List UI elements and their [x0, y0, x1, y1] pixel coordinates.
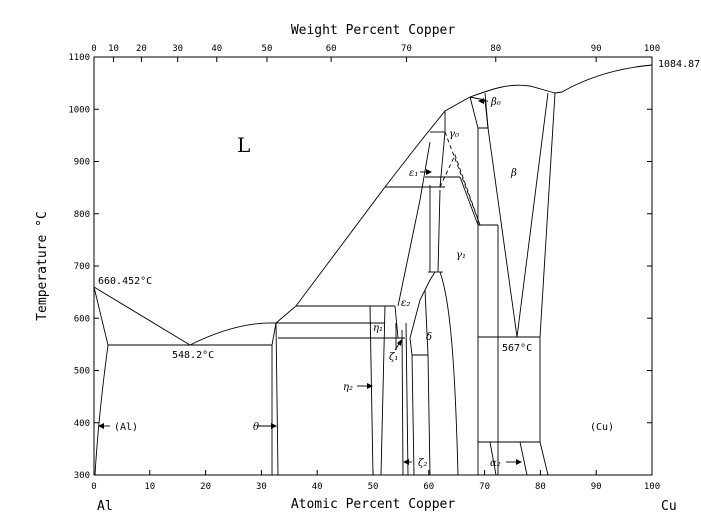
phase-eta1-label: η₁: [373, 323, 383, 334]
al-melting-label: 660.452°C: [98, 276, 152, 287]
eutectoid-label: 567°C: [502, 343, 532, 354]
element-left-label: Al: [97, 499, 113, 514]
left-tick-label: 1100: [68, 53, 90, 63]
phase-gamma1-label: γ₁: [456, 250, 466, 261]
top-tick-label: 20: [136, 44, 147, 54]
left-tick-label: 600: [74, 314, 90, 324]
top-axis-title: Weight Percent Copper: [291, 23, 456, 38]
left-tick-label: 300: [74, 471, 90, 481]
phase-zeta1-label: ζ₁: [389, 352, 398, 363]
bottom-tick-label: 80: [535, 482, 546, 492]
top-tick-label: 60: [326, 44, 337, 54]
bottom-tick-label: 100: [644, 482, 660, 492]
bottom-tick-label: 70: [479, 482, 490, 492]
top-tick-label: 40: [211, 44, 222, 54]
phase-cu-label: (Cu): [590, 422, 614, 433]
phase-zeta2-label: ζ₂: [418, 458, 427, 469]
phase-delta-label: δ: [426, 332, 432, 343]
left-tick-label: 700: [74, 262, 90, 272]
bottom-axis-ticks: 0 10 20 30 40 50 60 70 80 90 100: [91, 470, 660, 492]
top-tick-label: 70: [401, 44, 412, 54]
left-tick-label: 400: [74, 419, 90, 429]
top-tick-label: 90: [591, 44, 602, 54]
phase-boundaries: [93, 64, 653, 476]
phase-beta-label: β: [510, 168, 517, 179]
plot-frame: [93, 56, 653, 476]
phase-theta-label: θ: [253, 422, 259, 433]
left-tick-label: 500: [74, 367, 90, 377]
top-tick-label: 30: [172, 44, 183, 54]
bottom-axis-title: Atomic Percent Copper: [291, 497, 456, 512]
left-tick-label: 800: [74, 210, 90, 220]
element-right-label: Cu: [661, 499, 677, 514]
bottom-tick-label: 10: [144, 482, 155, 492]
top-tick-label: 10: [108, 44, 119, 54]
left-tick-label: 900: [74, 158, 90, 168]
bottom-tick-label: 90: [591, 482, 602, 492]
phase-beta0-label: β₀: [490, 97, 501, 108]
top-tick-label: 100: [644, 44, 660, 54]
phase-gamma0-label: γ₀: [449, 129, 459, 140]
top-tick-label: 50: [262, 44, 273, 54]
phase-eps1-label: ε₁: [409, 168, 418, 179]
bottom-tick-label: 50: [368, 482, 379, 492]
top-axis-ticks: 0 10 20 30 40 50 60 70 80 90 100: [91, 44, 660, 62]
cu-melting-label: 1084.87: [658, 59, 700, 70]
phase-al-label: (Al): [114, 422, 138, 433]
bottom-tick-label: 30: [256, 482, 267, 492]
bottom-tick-label: 60: [423, 482, 434, 492]
top-tick-label: 80: [490, 44, 501, 54]
phase-eta2-label: η₂: [343, 382, 353, 393]
bottom-tick-label: 0: [91, 482, 96, 492]
label-arrows: [98, 98, 522, 465]
left-axis-title: Temperature °C: [35, 211, 50, 321]
eutectic-al-label: 548.2°C: [172, 350, 214, 361]
phase-alpha2-label: α₂: [490, 458, 501, 469]
bottom-tick-label: 40: [312, 482, 323, 492]
left-tick-label: 1000: [68, 105, 90, 115]
top-tick-label: 0: [91, 44, 96, 54]
bottom-tick-label: 20: [200, 482, 211, 492]
phase-eps2-label: ε₂: [401, 298, 410, 309]
left-axis-ticks: 300 400 500 600 700 800 900 1000 1100: [68, 53, 652, 481]
phase-liquid-label: L: [237, 133, 250, 157]
